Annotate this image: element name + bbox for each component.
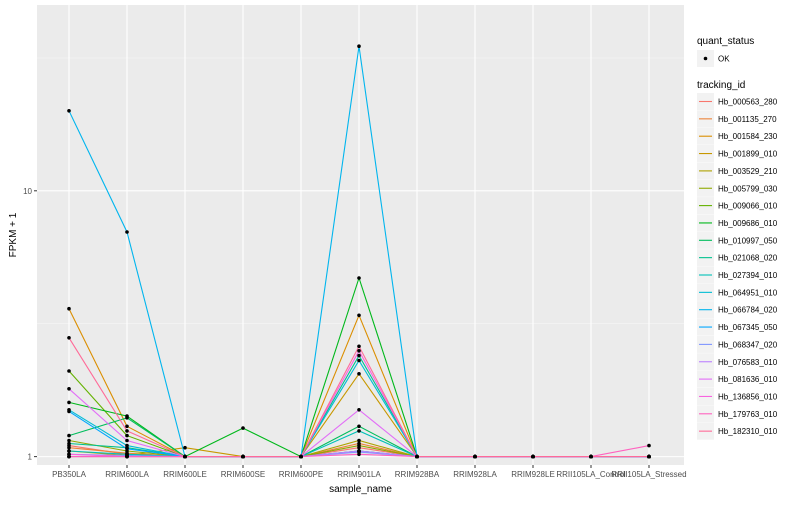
legend-label-series: Hb_010997_050	[718, 236, 778, 245]
legend-label-series: Hb_009686_010	[718, 219, 778, 228]
data-point	[241, 426, 245, 430]
legend-label-series: Hb_136856_010	[718, 392, 778, 401]
data-point	[299, 454, 303, 459]
y-tick-label: 10	[23, 187, 32, 196]
data-point	[357, 313, 361, 318]
data-point	[589, 454, 593, 459]
data-point	[647, 443, 651, 448]
data-point	[183, 454, 187, 459]
y-tick-label: 1	[28, 453, 33, 462]
x-tick-label: RRIM600PE	[279, 470, 323, 479]
data-point	[67, 369, 71, 373]
legend-label-series: Hb_179763_010	[718, 410, 778, 419]
plot-panel	[37, 5, 684, 465]
data-point	[67, 445, 71, 450]
x-tick-label: RRIM928BA	[395, 470, 440, 479]
legend-label-series: Hb_001135_270	[718, 115, 777, 124]
data-point	[357, 424, 361, 429]
data-point	[67, 409, 71, 414]
legend-label-series: Hb_067345_050	[718, 323, 778, 332]
legend-label-series: Hb_009066_010	[718, 202, 778, 211]
x-tick-label: PB350LA	[52, 470, 86, 479]
legend: quant_status OK tracking_id Hb_000563_280 Hb…	[697, 36, 778, 440]
x-tick-label: RRII105LA_Control	[556, 470, 626, 479]
data-point	[125, 443, 129, 448]
data-point	[125, 438, 129, 443]
data-point	[67, 109, 71, 113]
legend-label-series: Hb_001899_010	[718, 150, 778, 159]
legend-key-point	[703, 56, 708, 61]
data-point	[357, 276, 361, 280]
legend-label-series: Hb_001584_230	[718, 132, 778, 141]
data-point	[67, 336, 71, 340]
legend-label-series: Hb_066784_020	[718, 306, 778, 315]
legend-label-series: Hb_003529_210	[718, 167, 778, 176]
legend-label-series: Hb_076583_010	[718, 358, 778, 367]
x-tick-label: RRIM928LE	[511, 470, 555, 479]
x-tick-label: RRIM600LA	[105, 470, 149, 479]
data-point	[531, 454, 535, 459]
legend-label-series: Hb_000563_280	[718, 98, 778, 107]
x-tick-label: RRIM600LE	[163, 470, 207, 479]
legend-title-quant-status: quant_status	[697, 36, 754, 47]
data-point	[67, 454, 71, 459]
data-point	[357, 353, 361, 358]
data-point	[67, 306, 71, 311]
data-point	[357, 449, 361, 453]
x-axis-title: sample_name	[329, 484, 392, 495]
data-point	[415, 454, 419, 459]
data-point	[357, 429, 361, 433]
x-tick-label: RRII105LA_Stressed	[611, 470, 686, 479]
data-point	[67, 441, 71, 446]
data-point	[357, 408, 361, 412]
data-point	[67, 438, 71, 443]
data-point	[67, 400, 71, 405]
data-point	[647, 454, 651, 459]
x-tick-label: RRIM600SE	[221, 470, 265, 479]
data-point	[125, 424, 129, 429]
legend-label-series: Hb_021068_020	[718, 254, 778, 263]
y-axis-title: FPKM + 1	[8, 212, 19, 257]
data-point	[241, 454, 245, 459]
data-point	[357, 44, 361, 48]
series-points	[67, 44, 651, 459]
data-point	[125, 230, 129, 234]
legend-label-quant-status: OK	[718, 55, 730, 64]
x-tick-label: RRIM901LA	[337, 470, 381, 479]
x-tick-label: RRIM928LA	[453, 470, 497, 479]
data-point	[357, 438, 361, 443]
data-point	[125, 429, 129, 433]
data-point	[357, 443, 361, 448]
data-point	[125, 433, 129, 438]
data-point	[473, 454, 477, 459]
data-point	[125, 454, 129, 459]
data-point	[183, 445, 187, 450]
data-point	[67, 449, 71, 453]
axes: PB350LA RRIM600LA RRIM600LE RRIM600SE RRIM60…	[23, 187, 686, 479]
data-point	[67, 433, 71, 438]
data-point	[357, 349, 361, 353]
data-point	[357, 344, 361, 349]
legend-title-tracking-id: tracking_id	[697, 80, 745, 91]
data-point	[67, 387, 71, 391]
data-point	[125, 416, 129, 420]
data-point	[357, 452, 361, 457]
data-point	[357, 358, 361, 363]
data-point	[357, 372, 361, 376]
legend-label-series: Hb_005799_030	[718, 184, 778, 193]
data-point	[125, 447, 129, 451]
legend-label-series: Hb_081636_010	[718, 375, 778, 384]
legend-label-series: Hb_068347_020	[718, 340, 778, 349]
legend-label-series: Hb_182310_010	[718, 427, 778, 436]
legend-label-series: Hb_064951_010	[718, 288, 778, 297]
legend-label-series: Hb_027394_010	[718, 271, 778, 280]
